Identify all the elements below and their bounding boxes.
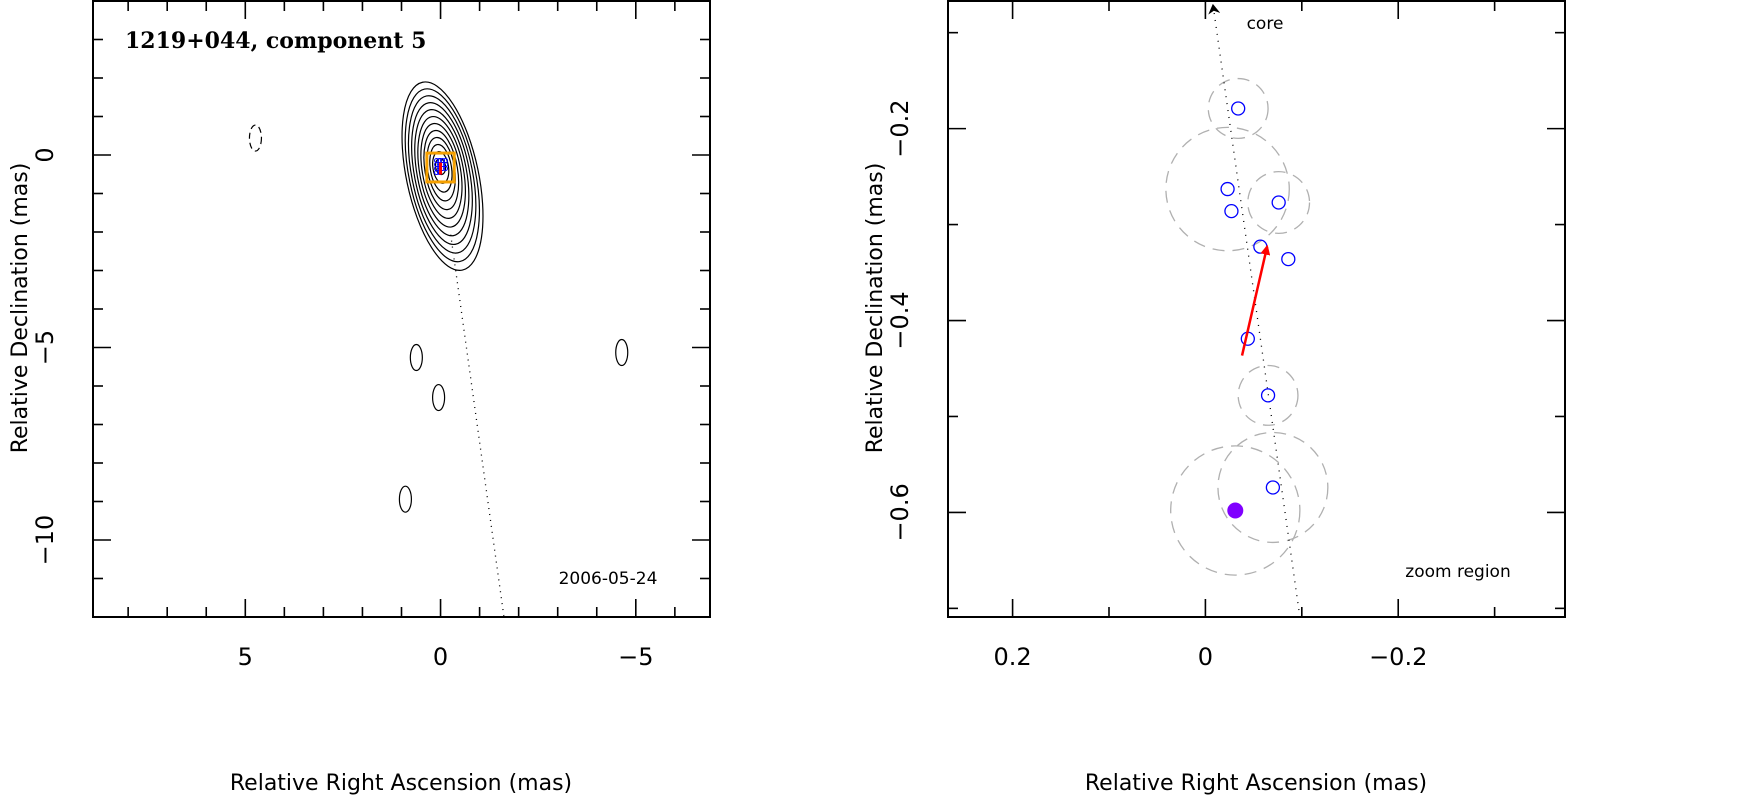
y-tick-label: 0 [31,147,59,162]
error-circle [1217,431,1329,544]
contour-level [429,143,453,193]
core-direction-dotted-line [1208,3,1301,618]
plot-frame [92,0,711,618]
contour-level [404,88,480,263]
core-label: core [1247,14,1284,34]
motion-vector-arrow [1240,244,1271,356]
isolated-contour [615,338,629,367]
right-panel-zoom-scatter: 0.2 0 −0.2 −0.2 −0.4 −0.6 [886,0,1566,671]
contour-level [417,115,466,228]
y-tick-label: −0.6 [886,483,914,541]
error-circle [1207,77,1269,140]
right-x-axis-label: Relative Right Ascension (mas) [1085,771,1427,796]
contour-level [420,122,463,219]
component-position-point [1271,195,1286,210]
component-position-point [1224,203,1239,219]
zoom-region-label: zoom region [1405,562,1510,582]
error-circle [1165,126,1290,252]
component-position-point [1265,480,1281,495]
isolated-contour [431,383,446,412]
right-y-axis-label: Relative Declination (mas) [863,163,888,454]
left-panel-contour-map: 5 0 −5 0 −5 −10 [31,0,711,671]
contour-level [414,108,470,237]
component-position-point [443,166,449,172]
x-tick-label: 5 [238,643,253,671]
left-x-axis-label: Relative Right Ascension (mas) [230,771,572,796]
contour-level [401,81,484,271]
x-tick-label: −5 [618,643,653,671]
x-tick-label: −0.2 [1369,643,1427,671]
plot-frame [947,0,1566,618]
zoom-region-box [425,151,456,184]
component-position-point [1260,388,1276,403]
error-circle [1170,445,1301,576]
contour-level [411,102,473,246]
left-plot-date: 2006-05-24 [559,569,658,589]
x-tick-label: 0.2 [994,643,1032,671]
contour-level [423,129,460,211]
negative-contour [248,124,263,152]
component-position-point [1220,181,1235,197]
y-tick-label: −0.2 [886,99,914,157]
component-position-point [1231,101,1246,116]
core-contours [401,81,484,271]
component-position-point [1281,251,1296,267]
left-y-axis-label: Relative Declination (mas) [8,163,33,454]
error-circle [1237,364,1299,426]
x-tick-label: 0 [1198,643,1213,671]
isolated-contour [398,485,413,513]
isolated-contour [409,343,423,372]
y-tick-label: −5 [31,330,59,365]
component-position-point [434,170,440,176]
contour-level [407,95,477,254]
error-circle [1247,170,1311,234]
trajectory-dotted-line [450,234,505,616]
reference-position-point [1227,502,1244,519]
left-plot-title: 1219+044, component 5 [125,28,426,54]
y-tick-label: −0.4 [886,291,914,349]
y-tick-label: −10 [31,515,59,566]
x-tick-label: 0 [433,643,448,671]
